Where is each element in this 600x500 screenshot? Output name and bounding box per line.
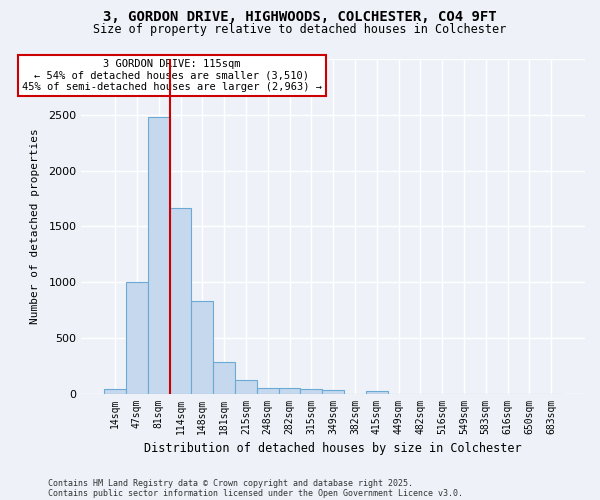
Bar	[126, 282, 148, 394]
Bar	[170, 208, 191, 394]
Bar	[257, 388, 278, 394]
Bar	[104, 389, 126, 394]
Bar	[322, 390, 344, 394]
Text: Contains HM Land Registry data © Crown copyright and database right 2025.: Contains HM Land Registry data © Crown c…	[48, 478, 413, 488]
Text: 3 GORDON DRIVE: 115sqm
← 54% of detached houses are smaller (3,510)
45% of semi-: 3 GORDON DRIVE: 115sqm ← 54% of detached…	[22, 59, 322, 92]
Bar	[278, 388, 301, 394]
Text: Contains public sector information licensed under the Open Government Licence v3: Contains public sector information licen…	[48, 488, 463, 498]
Text: 3, GORDON DRIVE, HIGHWOODS, COLCHESTER, CO4 9FT: 3, GORDON DRIVE, HIGHWOODS, COLCHESTER, …	[103, 10, 497, 24]
Bar	[301, 389, 322, 394]
Bar	[191, 301, 213, 394]
Text: Size of property relative to detached houses in Colchester: Size of property relative to detached ho…	[94, 22, 506, 36]
X-axis label: Distribution of detached houses by size in Colchester: Distribution of detached houses by size …	[145, 442, 522, 455]
Bar	[366, 392, 388, 394]
Y-axis label: Number of detached properties: Number of detached properties	[30, 128, 40, 324]
Bar	[235, 380, 257, 394]
Bar	[213, 362, 235, 394]
Bar	[148, 117, 170, 394]
